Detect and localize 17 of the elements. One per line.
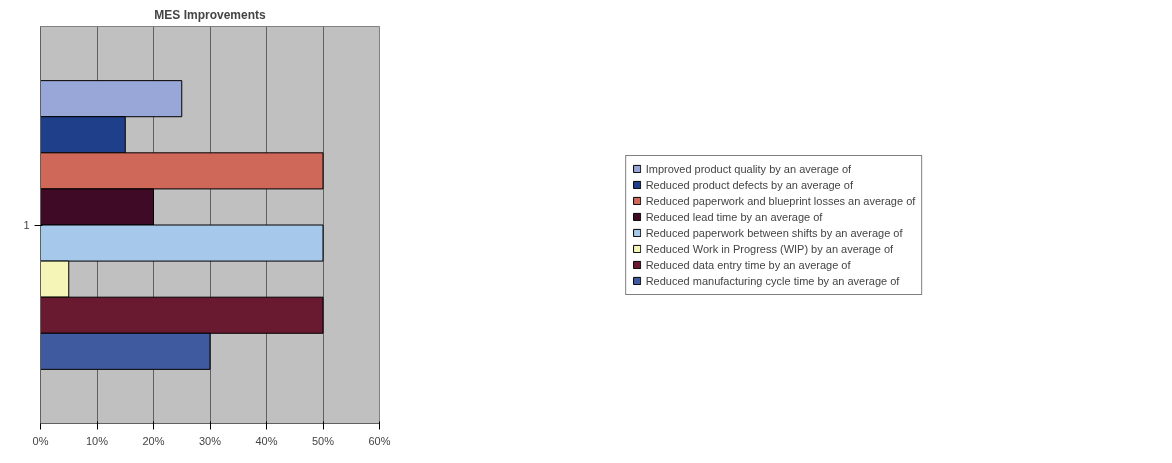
legend-label: Reduced Work in Progress (WIP) by an average of bbox=[645, 241, 894, 256]
legend-label: Reduced paperwork and blueprint losses an average of bbox=[645, 193, 916, 208]
x-tick-label: 0% bbox=[32, 434, 49, 447]
x-tick-label: 20% bbox=[142, 434, 165, 447]
x-tick-label: 50% bbox=[311, 434, 335, 447]
x-tick-label: 40% bbox=[255, 434, 278, 447]
legend-label: Reduced lead time by an average of bbox=[645, 209, 823, 224]
legend-label: Improved product quality by an average of bbox=[645, 161, 852, 176]
legend-label: Reduced data entry time by an average of bbox=[645, 257, 851, 272]
x-tick-label: 30% bbox=[198, 434, 222, 447]
x-tick-label: 60% bbox=[368, 434, 391, 447]
legend-label: Reduced paperwork between shifts by an average of bbox=[645, 225, 903, 240]
y-tick-label: 1 bbox=[23, 219, 30, 231]
x-tick-label: 10% bbox=[85, 434, 109, 447]
legend-label: Reduced product defects by an average of bbox=[645, 177, 853, 192]
legend-label: Reduced manufacturing cycle time by an average of bbox=[645, 273, 900, 288]
chart-title: MES Improvements bbox=[154, 7, 267, 22]
